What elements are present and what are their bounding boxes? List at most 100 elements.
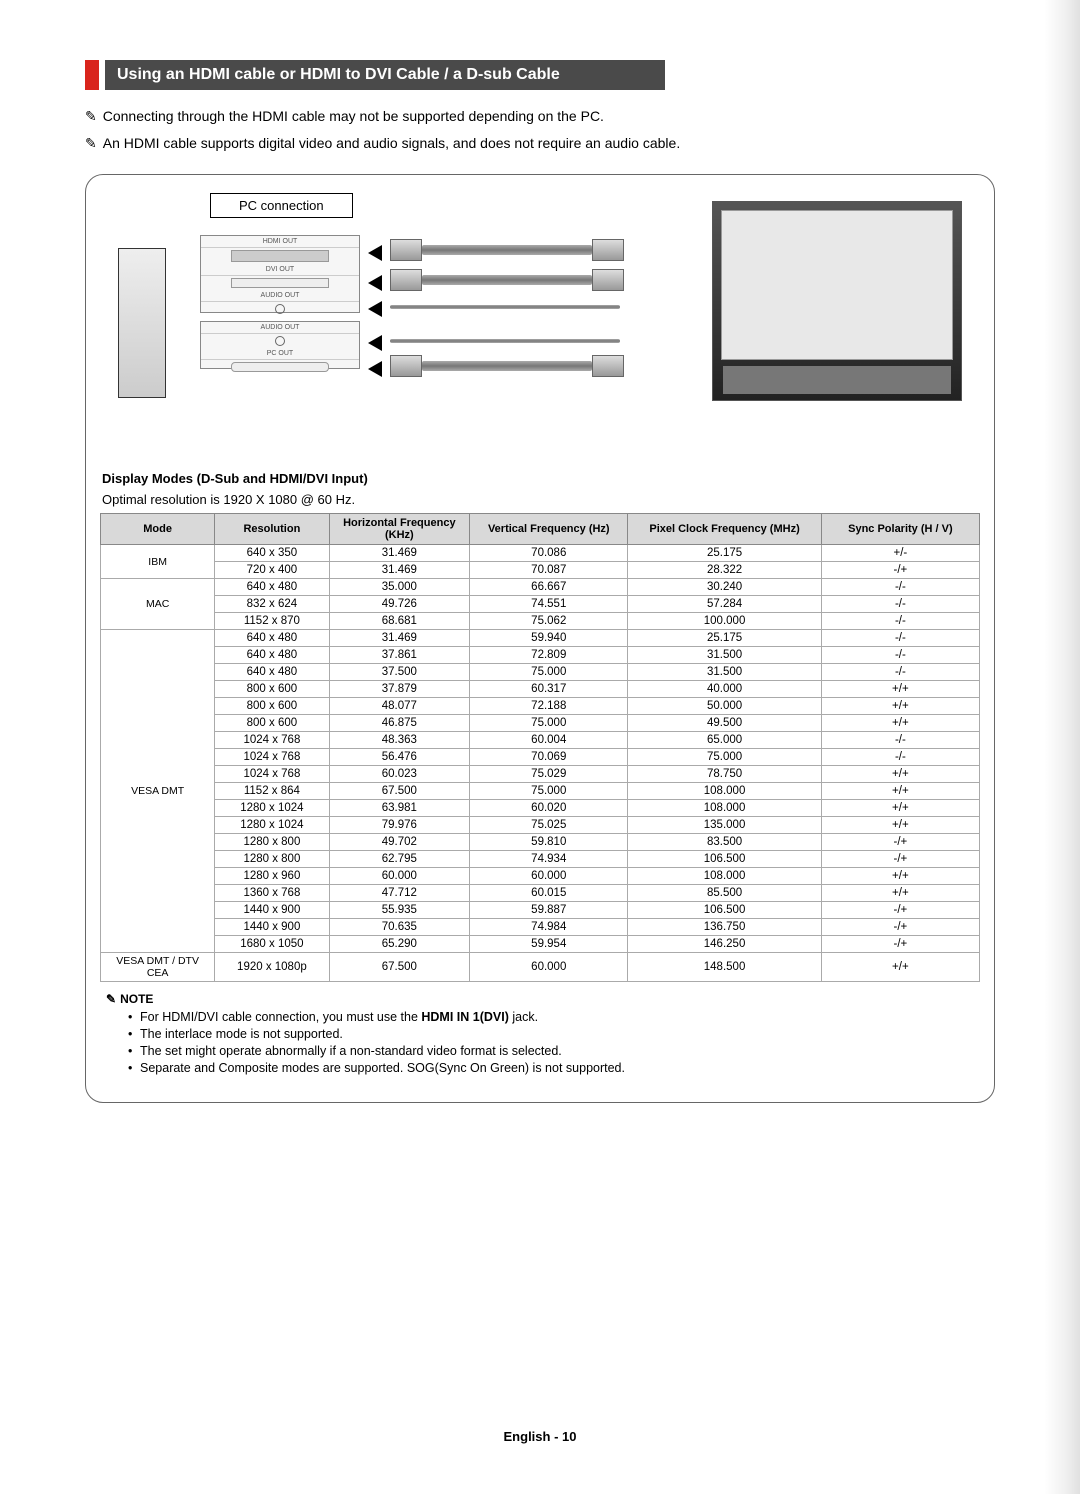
display-modes-table: ModeResolutionHorizontal Frequency (KHz)… [100, 513, 980, 982]
page-edge-shadow [1044, 0, 1080, 1494]
table-row: 1024 x 76860.02375.02978.750+/+ [101, 766, 980, 783]
dvi-connector [390, 269, 422, 291]
table-cell: 50.000 [628, 698, 821, 715]
table-cell: 30.240 [628, 579, 821, 596]
table-cell: 75.025 [470, 817, 628, 834]
table-row: 1280 x 96060.00060.000108.000+/+ [101, 868, 980, 885]
table-cell: 60.015 [470, 885, 628, 902]
table-row: 1440 x 90055.93559.887106.500-/+ [101, 902, 980, 919]
table-row: 640 x 48037.86172.80931.500-/- [101, 647, 980, 664]
table-cell: -/+ [821, 936, 979, 953]
table-row: MAC640 x 48035.00066.66730.240-/- [101, 579, 980, 596]
intro-note-2-text: An HDMI cable supports digital video and… [103, 135, 680, 151]
table-cell: 55.935 [329, 902, 470, 919]
arrow-icon [368, 361, 382, 377]
table-cell: +/+ [821, 698, 979, 715]
table-cell: -/+ [821, 902, 979, 919]
port-pc-out: PC OUT [201, 348, 359, 360]
table-cell: 75.000 [470, 664, 628, 681]
table-row: 1280 x 80062.79574.934106.500-/+ [101, 851, 980, 868]
table-cell: 79.976 [329, 817, 470, 834]
table-cell: 75.000 [628, 749, 821, 766]
table-row: 640 x 48037.50075.00031.500-/- [101, 664, 980, 681]
table-cell: 37.879 [329, 681, 470, 698]
mode-cell: VESA DMT [101, 630, 215, 953]
table-cell: 60.000 [329, 868, 470, 885]
table-cell: 1280 x 1024 [215, 817, 329, 834]
table-cell: -/- [821, 647, 979, 664]
table-cell: 60.020 [470, 800, 628, 817]
table-cell: -/+ [821, 851, 979, 868]
table-cell: 108.000 [628, 800, 821, 817]
table-cell: 1440 x 900 [215, 902, 329, 919]
table-cell: +/+ [821, 817, 979, 834]
table-row: 800 x 60048.07772.18850.000+/+ [101, 698, 980, 715]
table-cell: 640 x 480 [215, 579, 329, 596]
display-modes-heading: Display Modes (D-Sub and HDMI/DVI Input) [102, 471, 980, 486]
table-row: 1280 x 102463.98160.020108.000+/+ [101, 800, 980, 817]
bold-phrase: HDMI IN 1(DVI) [421, 1010, 509, 1024]
section-title-bar: Using an HDMI cable or HDMI to DVI Cable… [85, 60, 995, 90]
table-cell: +/+ [821, 715, 979, 732]
mode-cell: VESA DMT / DTV CEA [101, 953, 215, 982]
table-cell: 148.500 [628, 953, 821, 982]
table-cell: 75.000 [470, 783, 628, 800]
table-cell: 40.000 [628, 681, 821, 698]
intro-note-1: ✎ Connecting through the HDMI cable may … [85, 108, 995, 125]
table-cell: 25.175 [628, 630, 821, 647]
table-cell: 1024 x 768 [215, 766, 329, 783]
arrow-icon [368, 275, 382, 291]
table-row: 800 x 60046.87575.00049.500+/+ [101, 715, 980, 732]
table-cell: 65.000 [628, 732, 821, 749]
table-cell: 720 x 400 [215, 562, 329, 579]
table-cell: -/+ [821, 562, 979, 579]
table-cell: 31.469 [329, 562, 470, 579]
table-cell: 31.469 [329, 630, 470, 647]
table-cell: 67.500 [329, 953, 470, 982]
table-cell: +/+ [821, 766, 979, 783]
table-row: 1024 x 76848.36360.00465.000-/- [101, 732, 980, 749]
table-cell: 47.712 [329, 885, 470, 902]
table-cell: 46.875 [329, 715, 470, 732]
table-cell: 48.077 [329, 698, 470, 715]
table-cell: 49.702 [329, 834, 470, 851]
table-column-header: Mode [101, 514, 215, 545]
table-cell: +/+ [821, 800, 979, 817]
table-row: 1024 x 76856.47670.06975.000-/- [101, 749, 980, 766]
table-cell: -/- [821, 613, 979, 630]
table-cell: +/+ [821, 681, 979, 698]
table-cell: 74.934 [470, 851, 628, 868]
dvi-cable [422, 275, 592, 285]
table-cell: 1440 x 900 [215, 919, 329, 936]
pc-ports-block-1: HDMI OUT DVI OUT AUDIO OUT [200, 235, 360, 313]
table-cell: 67.500 [329, 783, 470, 800]
table-cell: 31.500 [628, 664, 821, 681]
note-label: NOTE [120, 992, 153, 1006]
table-row: VESA DMT / DTV CEA1920 x 1080p67.50060.0… [101, 953, 980, 982]
table-cell: 70.086 [470, 545, 628, 562]
table-cell: 640 x 480 [215, 647, 329, 664]
table-cell: 49.726 [329, 596, 470, 613]
table-column-header: Pixel Clock Frequency (MHz) [628, 514, 821, 545]
table-cell: 1280 x 800 [215, 834, 329, 851]
table-cell: +/+ [821, 868, 979, 885]
intro-note-2: ✎ An HDMI cable supports digital video a… [85, 135, 995, 152]
table-cell: 83.500 [628, 834, 821, 851]
table-cell: 66.667 [470, 579, 628, 596]
mode-cell: MAC [101, 579, 215, 630]
table-cell: 63.981 [329, 800, 470, 817]
table-cell: 1024 x 768 [215, 749, 329, 766]
table-cell: 136.750 [628, 919, 821, 936]
table-row: 1152 x 86467.50075.000108.000+/+ [101, 783, 980, 800]
table-cell: 48.363 [329, 732, 470, 749]
note-heading: ✎ NOTE [106, 992, 980, 1006]
table-cell: 59.810 [470, 834, 628, 851]
table-row: 800 x 60037.87960.31740.000+/+ [101, 681, 980, 698]
table-cell: 37.861 [329, 647, 470, 664]
page-footer: English - 10 [0, 1429, 1080, 1444]
table-cell: 65.290 [329, 936, 470, 953]
table-cell: 135.000 [628, 817, 821, 834]
table-row: 720 x 40031.46970.08728.322-/+ [101, 562, 980, 579]
pc-tower-illustration [118, 248, 166, 398]
table-row: 1680 x 105065.29059.954146.250-/+ [101, 936, 980, 953]
